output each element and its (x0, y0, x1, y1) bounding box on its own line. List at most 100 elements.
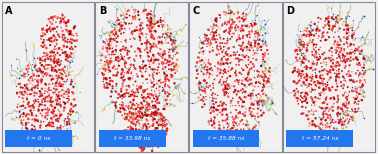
Point (42, 83, 48, 85)
Point (226, 136, 232, 138)
Point (154, 102, 160, 104)
Point (33, 85, 39, 87)
Point (297, 57, 303, 60)
Point (343, 31, 349, 33)
Point (221, 82, 227, 85)
Point (317, 75, 323, 78)
Point (303, 65, 309, 67)
Point (179, 30, 185, 32)
Point (26, 130, 32, 133)
Point (156, 131, 163, 133)
Point (288, 92, 294, 95)
Point (43, 104, 49, 107)
Point (34, 119, 40, 121)
Point (126, 68, 132, 71)
Point (303, 106, 309, 109)
Point (57, 55, 63, 58)
Point (162, 93, 168, 95)
Point (68, 111, 74, 113)
Point (206, 29, 212, 31)
Point (137, 108, 143, 110)
Point (118, 73, 124, 76)
Point (15, 83, 22, 85)
Point (146, 126, 152, 129)
Point (314, 30, 320, 32)
Point (48, 96, 54, 98)
Point (52, 85, 58, 87)
Point (153, 106, 159, 109)
Point (259, 89, 265, 92)
Point (246, 26, 253, 28)
Point (36, 123, 42, 125)
Point (341, 36, 347, 38)
Point (126, 49, 132, 51)
Point (333, 121, 339, 123)
Point (147, 43, 153, 46)
Point (42, 100, 48, 103)
Point (231, 29, 237, 32)
Point (149, 81, 155, 84)
Point (214, 29, 220, 31)
Point (340, 54, 346, 57)
Point (151, 118, 157, 120)
Point (38, 35, 44, 37)
Point (131, 93, 137, 95)
Point (113, 56, 119, 59)
Point (144, 46, 150, 48)
Point (215, 105, 221, 107)
Point (137, 107, 143, 109)
Point (64, 124, 70, 126)
Point (342, 61, 349, 63)
Point (322, 109, 328, 112)
Point (349, 118, 355, 120)
Point (361, 67, 367, 69)
Point (20, 124, 26, 127)
Point (23, 122, 29, 125)
Point (334, 153, 340, 154)
Point (211, 36, 217, 38)
Point (122, 118, 128, 120)
Point (308, 77, 314, 79)
Point (34, 70, 40, 73)
Point (233, 63, 239, 66)
Point (151, 107, 157, 109)
Point (140, 60, 146, 63)
Point (222, 23, 228, 25)
Point (260, 56, 266, 58)
Point (355, 96, 361, 98)
Point (122, 93, 128, 95)
Point (294, 49, 300, 51)
Point (99, 62, 105, 64)
Point (56, 99, 62, 102)
Point (240, 101, 246, 103)
Point (327, 89, 333, 91)
Point (60, 85, 66, 88)
Point (36, 75, 42, 77)
Point (144, 101, 150, 104)
Point (122, 61, 128, 63)
Point (304, 75, 310, 77)
Point (49, 125, 55, 127)
Point (140, 27, 146, 30)
Point (247, 122, 253, 125)
Point (322, 129, 328, 132)
Point (42, 116, 48, 119)
Point (115, 55, 121, 58)
Point (196, 82, 202, 85)
Point (63, 55, 69, 58)
Point (218, 42, 224, 44)
Point (156, 85, 163, 88)
Point (143, 97, 149, 100)
Point (144, 126, 150, 128)
Point (164, 33, 170, 36)
Point (333, 101, 339, 103)
Point (308, 41, 314, 43)
Point (249, 46, 255, 49)
Point (154, 111, 160, 114)
Point (212, 83, 218, 86)
Point (231, 124, 237, 127)
Point (159, 116, 165, 118)
Point (53, 114, 59, 116)
Point (128, 93, 134, 96)
Point (138, 120, 144, 122)
